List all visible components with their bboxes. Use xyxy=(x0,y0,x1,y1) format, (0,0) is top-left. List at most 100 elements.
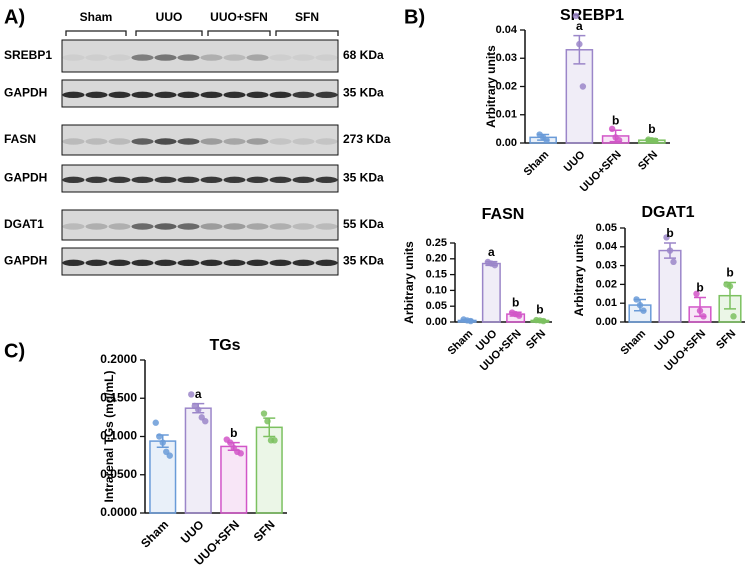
blot-strip xyxy=(61,164,339,193)
group-bracket xyxy=(65,30,127,36)
blot-band xyxy=(269,138,292,145)
y-axis-label: Intrarenal TGs (mg/mL) xyxy=(102,370,116,502)
blot-band xyxy=(62,223,85,230)
blot-strip xyxy=(61,247,339,276)
blot-band xyxy=(246,259,269,267)
blot-band xyxy=(154,259,177,267)
group-label: SFN xyxy=(295,10,319,24)
blot-band xyxy=(154,138,177,145)
blot-band xyxy=(315,138,338,145)
panel-label: A) xyxy=(4,6,25,28)
blot-band xyxy=(200,176,223,184)
x-tick-label: SFN xyxy=(524,328,548,352)
significance-label: b xyxy=(696,281,703,295)
group-bracket xyxy=(275,30,339,36)
blot-band xyxy=(200,259,223,267)
blot-label: GAPDH xyxy=(4,254,47,268)
blot-band xyxy=(269,259,292,267)
group-bracket xyxy=(207,30,271,36)
data-point xyxy=(166,452,173,459)
chart-title: SREBP1 xyxy=(560,7,624,24)
y-axis-label: Arbitrary units xyxy=(484,45,498,128)
blot-band xyxy=(200,138,223,145)
panel-label: C) xyxy=(4,340,25,362)
x-tick-label: UUO xyxy=(178,517,207,546)
y-tick-label: 0.02 xyxy=(496,80,517,92)
x-tick-label: SFN xyxy=(636,149,660,173)
blot-band xyxy=(315,259,338,267)
y-tick-label: 0.15 xyxy=(426,269,447,281)
blot-band xyxy=(315,223,338,230)
group-bracket xyxy=(135,30,203,36)
blot-band xyxy=(154,176,177,184)
y-tick-label: 0.05 xyxy=(426,300,447,312)
blot-band xyxy=(131,223,154,230)
blot-band xyxy=(131,259,154,267)
blot-band xyxy=(246,91,269,99)
data-point xyxy=(188,391,195,398)
blot-size: 35 KDa xyxy=(343,86,384,100)
data-point xyxy=(579,83,587,90)
bar xyxy=(481,262,501,323)
blot-band xyxy=(269,223,292,230)
chart-title: TGs xyxy=(209,337,240,354)
blot-label: SREBP1 xyxy=(4,48,52,62)
significance-label: a xyxy=(195,387,202,401)
significance-label: b xyxy=(230,426,237,440)
blot-band xyxy=(177,138,200,145)
blot-band xyxy=(292,91,315,99)
data-point xyxy=(264,418,271,425)
data-point xyxy=(608,125,616,133)
data-point xyxy=(726,283,734,290)
y-tick-label: 0.05 xyxy=(596,222,617,234)
x-tick-label: Sham xyxy=(446,328,476,358)
chart-title: FASN xyxy=(482,206,525,223)
blot-size: 35 KDa xyxy=(343,171,384,185)
data-point xyxy=(467,317,474,325)
bar xyxy=(220,445,248,514)
blot-band xyxy=(85,54,108,61)
x-tick-label: Sham xyxy=(618,328,648,358)
blot-band xyxy=(177,223,200,230)
y-axis-label: Arbitrary units xyxy=(402,241,416,324)
y-tick-label: 0.0000 xyxy=(100,505,137,519)
data-point xyxy=(670,258,677,266)
y-tick-label: 0.25 xyxy=(426,237,447,249)
x-tick-label: Sham xyxy=(522,149,552,179)
blot-band xyxy=(177,91,200,99)
blot-band xyxy=(131,138,154,145)
blot-strip xyxy=(61,209,339,241)
blot-band xyxy=(223,54,246,61)
data-point xyxy=(663,234,670,241)
significance-label: b xyxy=(648,122,655,136)
x-tick-label: SFN xyxy=(251,517,278,544)
blot-size: 273 KDa xyxy=(343,132,391,146)
blot-band xyxy=(85,259,108,267)
blot-band xyxy=(108,54,131,61)
data-point xyxy=(491,261,499,269)
blot-label: GAPDH xyxy=(4,86,47,100)
data-point xyxy=(633,296,640,303)
blot-band xyxy=(85,223,108,230)
x-tick-label: UUO xyxy=(652,327,678,353)
y-tick-label: 0.20 xyxy=(426,253,447,265)
blot-strip xyxy=(61,39,339,73)
blot-band xyxy=(108,91,131,99)
blot-band xyxy=(85,138,108,145)
blot-band xyxy=(223,138,246,145)
group-label: Sham xyxy=(80,10,113,24)
bar xyxy=(184,407,212,514)
y-tick-label: 0.03 xyxy=(496,52,517,64)
significance-label: a xyxy=(576,19,583,33)
y-tick-label: 0.1000 xyxy=(100,429,137,443)
blot-band xyxy=(131,91,154,99)
y-tick-label: 0.2000 xyxy=(100,352,137,366)
blot-band xyxy=(269,176,292,184)
blot-band xyxy=(154,223,177,230)
data-point xyxy=(696,307,704,314)
data-point xyxy=(227,439,234,446)
blot-band xyxy=(223,176,246,184)
blot-band xyxy=(246,176,269,184)
data-point xyxy=(195,406,202,413)
